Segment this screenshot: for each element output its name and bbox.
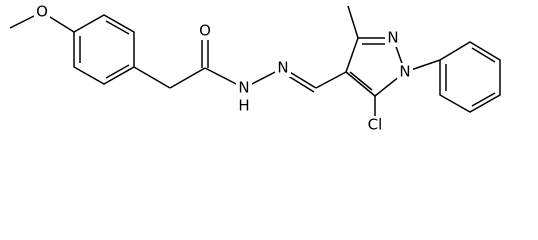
atom-label: N	[238, 79, 249, 97]
molecule-diagram: O O N H N N N Cl	[9, 3, 501, 134]
atom-label: Cl	[368, 116, 383, 134]
atom-label: N	[277, 59, 288, 77]
atom-label: O	[36, 3, 48, 21]
atom-label: N	[387, 29, 398, 47]
atom-label: O	[199, 22, 211, 40]
label-backgrounds	[34, 3, 413, 134]
atom-label: H	[238, 97, 249, 115]
atom-label: N	[399, 63, 410, 81]
bonds	[9, 5, 501, 125]
